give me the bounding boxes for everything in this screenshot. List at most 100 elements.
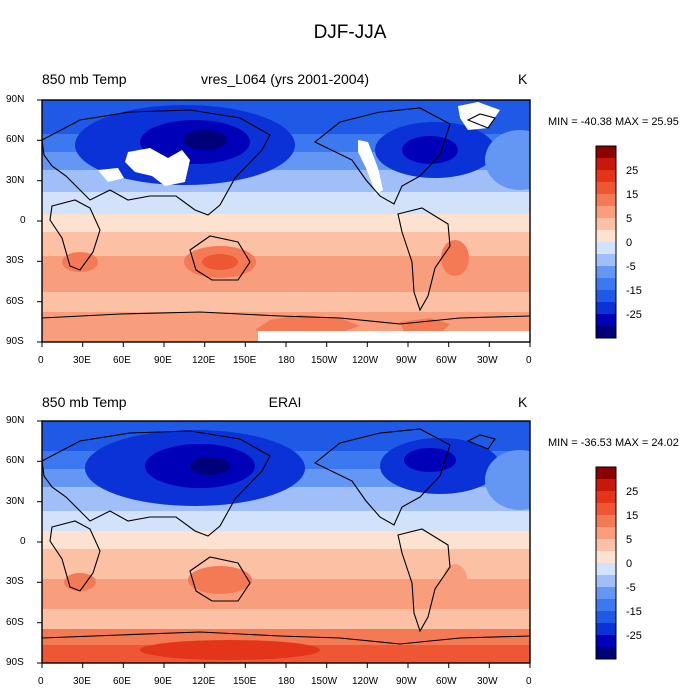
panel2-lat-label-90n: 90N [6, 415, 25, 426]
panel2-lon-label-60e: 60E [113, 676, 131, 687]
panel1-lat-label-60n: 60N [6, 134, 25, 145]
panel1-lon-label-90w: 90W [396, 355, 417, 366]
panel2-lon-label-0: 0 [38, 676, 44, 687]
panel2-colorbar-label-neg25: -25 [626, 630, 642, 642]
colorbar2-swatch-9 [596, 563, 616, 575]
panel1-lat-label-30s: 30S [6, 255, 24, 266]
panel1-lat-label-90s: 90S [6, 336, 24, 347]
panel1-lat-label-90n: 90N [6, 94, 25, 105]
panel1-colorbar-label-neg15: -15 [626, 285, 642, 297]
panel2-lat-label-eq: 0 [20, 536, 26, 547]
colorbar1-swatch-7 [596, 218, 616, 230]
colorbar1-swatch-8 [596, 230, 616, 242]
panel2-colorbar-label-15: 15 [626, 510, 639, 522]
colorbar1-swatch-2 [596, 158, 616, 170]
panel2-lon-label-360: 0 [526, 676, 532, 687]
panel2-lon-label-30w: 30W [477, 676, 498, 687]
panel2-ticks [37, 420, 531, 668]
panel1-lon-label-120e: 120E [192, 355, 216, 366]
panel2-lon-label-90e: 90E [154, 676, 172, 687]
panel1-lon-label-60w: 60W [436, 355, 457, 366]
colorbar1-swatch-5 [596, 194, 616, 206]
panel1-lon-label-90e: 90E [154, 355, 172, 366]
panel2-lon-label-120e: 120E [192, 676, 216, 687]
panel1-colorbar-label-25: 25 [626, 165, 639, 177]
panel1-colorbar [595, 145, 617, 339]
panel1-minmax: MIN = -40.38 MAX = 25.95 [548, 116, 679, 128]
panel2-colorbar-label-neg15: -15 [626, 606, 642, 618]
panel1-case-label: vres_L064 (yrs 2001-2004) [200, 71, 370, 87]
panel1-lon-label-360: 0 [526, 355, 532, 366]
colorbar1-swatch-9 [596, 242, 616, 254]
panel1-colorbar-label-15: 15 [626, 189, 639, 201]
colorbar2-swatch-7 [596, 539, 616, 551]
panel1-temperature-field [42, 100, 530, 342]
colorbar2-swatch-6 [596, 527, 616, 539]
panel2-lat-label-60s: 60S [6, 617, 24, 628]
colorbar2-swatch-11 [596, 587, 616, 599]
panel2-lon-label-120w: 120W [352, 676, 379, 687]
panel2-colorbar-label-5: 5 [626, 534, 633, 546]
panel2-lon-label-150e: 150E [233, 676, 257, 687]
panel2-coastlines [42, 428, 530, 645]
colorbar1-swatch-11 [596, 266, 616, 278]
panel2-temperature-field [42, 421, 530, 663]
colorbar2-swatch-10 [596, 575, 616, 587]
colorbar2-swatch-4 [596, 503, 616, 515]
panel1-lon-label-0: 0 [38, 355, 44, 366]
panel2-colorbar-label-25: 25 [626, 486, 639, 498]
panel1-colorbar-label-0: 0 [626, 237, 633, 249]
panel1-lon-label-60e: 60E [113, 355, 131, 366]
figure-title: DJF-JJA [313, 22, 387, 43]
colorbar1-swatch-14 [596, 302, 616, 314]
panel1-lon-label-150w: 150W [311, 355, 338, 366]
panel1-lon-label-180: 180 [278, 355, 295, 366]
panel1-lon-label-30e: 30E [73, 355, 91, 366]
colorbar1-swatch-13 [596, 290, 616, 302]
panel2-colorbar [595, 466, 617, 660]
panel1-map [37, 99, 617, 347]
panel1-colorbar-label-5: 5 [626, 213, 633, 225]
panel2-lat-label-30s: 30S [6, 576, 24, 587]
panel1-lon-label-30w: 30W [477, 355, 498, 366]
panel1-lat-label-60s: 60S [6, 296, 24, 307]
panel2-lat-label-60n: 60N [6, 455, 25, 466]
colorbar2-swatch-1 [596, 467, 616, 479]
panel2-lat-label-90s: 90S [6, 657, 24, 668]
colorbar2-swatch-8 [596, 551, 616, 563]
panel2-case-label: ERAI [268, 394, 302, 410]
colorbar1-swatch-1 [596, 146, 616, 158]
panel1-coastlines [42, 107, 530, 325]
panel2-lon-label-90w: 90W [396, 676, 417, 687]
colorbar2-swatch-15 [596, 635, 616, 647]
colorbar2-swatch-12 [596, 599, 616, 611]
panel2-colorbar-label-0: 0 [626, 558, 633, 570]
panel1-colorbar-label-neg25: -25 [626, 309, 642, 321]
panel1-ticks [37, 99, 531, 347]
colorbar1-swatch-16 [596, 326, 616, 338]
colorbar1-swatch-4 [596, 182, 616, 194]
panel2-colorbar-label-neg5: -5 [626, 582, 636, 594]
colorbar1-swatch-15 [596, 314, 616, 326]
panel1-lat-label-eq: 0 [20, 215, 26, 226]
panel2-lon-label-30e: 30E [73, 676, 91, 687]
colorbar2-swatch-16 [596, 647, 616, 659]
panel2-lon-label-150w: 150W [311, 676, 338, 687]
colorbar1-swatch-10 [596, 254, 616, 266]
panel2-lon-label-180: 180 [278, 676, 295, 687]
colorbar2-swatch-3 [596, 491, 616, 503]
panel1-units-label: K [518, 71, 528, 87]
panel2-variable-label: 850 mb Temp [42, 394, 127, 410]
colorbar1-swatch-12 [596, 278, 616, 290]
panel2-minmax: MIN = -36.53 MAX = 24.02 [548, 437, 679, 449]
panel1-lat-label-30n: 30N [6, 175, 25, 186]
panel1-colorbar-label-neg5: -5 [626, 261, 636, 273]
panel2-units-label: K [518, 394, 528, 410]
colorbar1-swatch-3 [596, 170, 616, 182]
panel2-lon-label-60w: 60W [436, 676, 457, 687]
colorbar1-swatch-6 [596, 206, 616, 218]
panel1-variable-label: 850 mb Temp [42, 71, 127, 87]
colorbar2-swatch-5 [596, 515, 616, 527]
panel2-lat-label-30n: 30N [6, 496, 25, 507]
